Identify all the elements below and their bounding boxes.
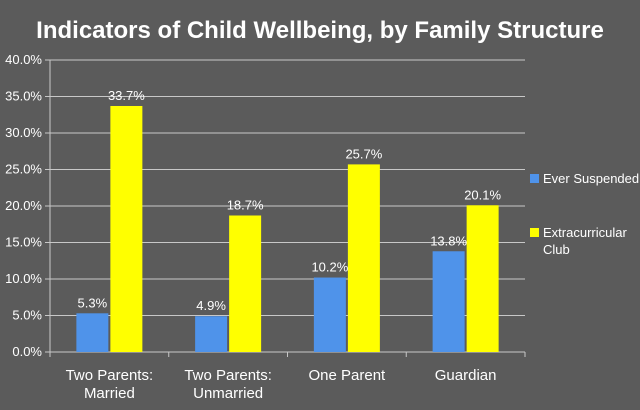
x-category-label: Married [84,385,135,402]
data-label: 18.7% [227,197,264,212]
bar-ever-suspended [432,251,465,352]
legend-label: Extracurricular [543,225,627,240]
axes: 0.0% 5.0% 10.0% 15.0% 20.0% 25.0% 30.0% 35.0% 40… [5,52,526,402]
legend-label: Club [543,242,570,257]
bar-extracurricular-club [110,105,143,353]
data-label: 5.3% [78,295,108,310]
data-label: 33.7% [108,88,145,103]
bar-extracurricular-club [347,164,380,352]
x-category-label: Guardian [435,367,497,384]
y-tick-label: 35.0% [5,89,42,104]
data-label: 10.2% [311,260,348,275]
bar-extracurricular-club [466,205,499,352]
y-tick-label: 5.0% [12,308,42,323]
data-label: 13.8% [430,233,467,248]
data-label: 25.7% [345,146,382,161]
bars [76,105,499,353]
chart-title: Indicators of Child Wellbeing, by Family… [36,17,604,44]
y-tick-label: 15.0% [5,235,42,250]
x-category-label: Unmarried [193,385,263,402]
legend-label: Ever Suspended [543,171,639,186]
data-labels: 5.3% 33.7% 4.9% 18.7% 10.2% 25.7% 13.8% 20.1% [78,88,502,313]
y-tick-label: 0.0% [12,344,42,359]
legend: Ever Suspended Extracurricular Club [530,171,639,257]
x-category-label: Two Parents: [184,367,272,384]
data-label: 4.9% [196,298,226,313]
x-category-label: One Parent [309,367,387,384]
bar-ever-suspended [313,277,346,352]
y-tick-label: 20.0% [5,198,42,213]
y-tick-label: 10.0% [5,271,42,286]
bar-ever-suspended [76,313,109,352]
legend-swatch [530,228,539,237]
y-tick-label: 40.0% [5,52,42,67]
data-label: 20.1% [464,187,501,202]
x-category-label: Two Parents: [66,367,154,384]
bar-ever-suspended [195,316,228,352]
y-tick-label: 25.0% [5,162,42,177]
bar-extracurricular-club [229,215,262,352]
legend-swatch [530,174,539,183]
y-tick-label: 30.0% [5,125,42,140]
